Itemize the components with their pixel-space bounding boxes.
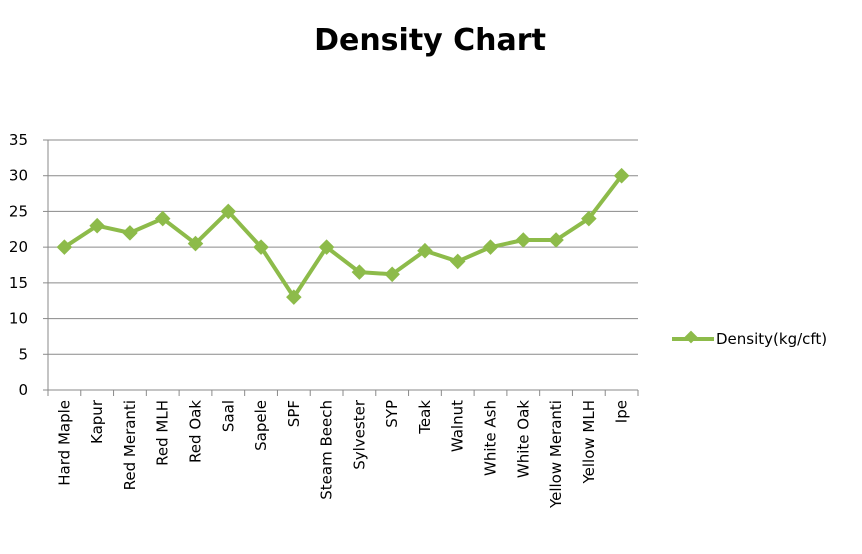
data-point: [548, 232, 564, 248]
x-tick-label: Walnut: [449, 400, 467, 452]
data-point: [449, 253, 466, 270]
data-point: [417, 242, 433, 259]
x-tick-label: Red Meranti: [121, 400, 139, 490]
legend: Density(kg/cft): [672, 330, 827, 348]
y-axis-ticks: 0 5 10 15 20 25 30 35: [9, 131, 48, 399]
legend-label: Density(kg/cft): [716, 330, 827, 348]
x-tick-label: Kapur: [88, 399, 106, 444]
x-axis-ticks: Hard Maple Kapur Red Meranti Red MLH Red Oak…: [47, 390, 639, 509]
x-tick-label: Sapele: [252, 400, 270, 451]
series-layer: [56, 167, 630, 305]
x-tick-label: Yellow MLH: [580, 400, 598, 485]
data-point: [154, 210, 171, 227]
x-tick-label: Sylvester: [350, 399, 368, 470]
x-tick-label: Ipe: [613, 400, 631, 423]
x-tick-label: Steam Beech: [318, 400, 336, 500]
axes: [47, 140, 638, 391]
y-tick-label: 25: [9, 202, 28, 220]
x-tick-label: White Ash: [482, 400, 500, 476]
chart-title: Density Chart: [314, 23, 546, 58]
series-line: [62, 173, 624, 300]
data-point: [318, 239, 335, 255]
x-tick-label: Yellow Meranti: [547, 400, 565, 509]
y-tick-label: 20: [9, 238, 28, 256]
data-point: [613, 167, 630, 184]
data-point: [187, 235, 204, 252]
data-point: [581, 210, 597, 227]
data-point: [482, 239, 499, 255]
y-tick-label: 15: [9, 274, 28, 292]
data-point: [56, 239, 73, 255]
x-tick-label: White Oak: [514, 400, 532, 478]
data-point: [122, 225, 138, 241]
x-tick-label: Red MLH: [154, 400, 172, 466]
x-tick-label: Red Oak: [187, 400, 205, 463]
legend-marker: [684, 330, 698, 344]
y-tick-label: 5: [18, 345, 28, 363]
data-point: [515, 232, 532, 248]
data-point: [220, 203, 237, 220]
y-tick-label: 10: [9, 310, 28, 328]
y-tick-label: 0: [18, 381, 28, 399]
x-tick-label: Hard Maple: [55, 400, 73, 486]
x-tick-label: SYP: [383, 400, 401, 428]
x-tick-label: Teak: [416, 400, 434, 435]
y-tick-label: 35: [9, 131, 28, 149]
data-point: [89, 217, 105, 234]
y-tick-label: 30: [9, 167, 28, 185]
x-tick-label: SPF: [285, 400, 303, 427]
x-tick-label: Saal: [219, 400, 237, 432]
gridlines: [48, 139, 638, 355]
